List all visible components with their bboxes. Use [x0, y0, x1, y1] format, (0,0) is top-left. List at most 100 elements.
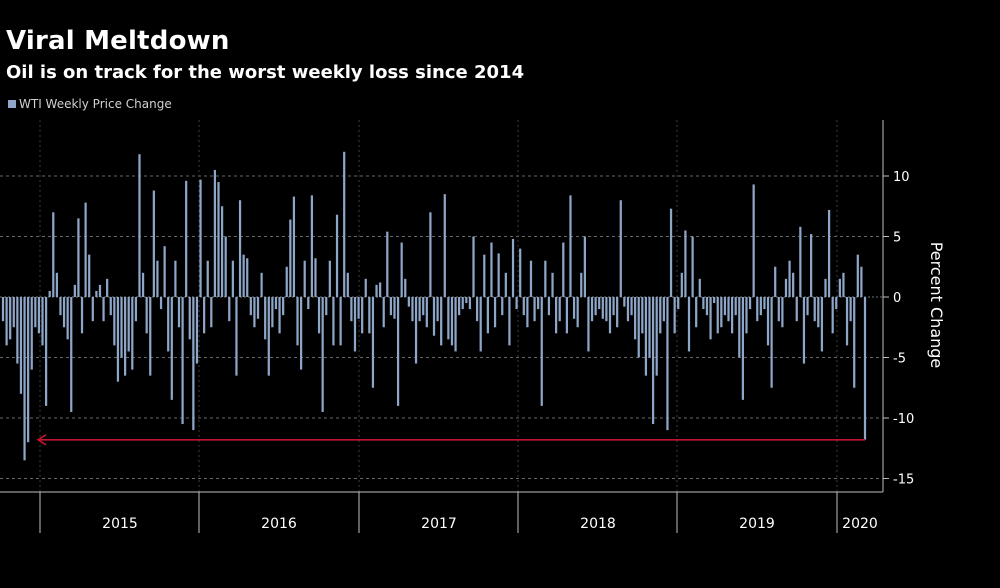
bar-108 [389, 297, 393, 316]
bar-14 [52, 212, 55, 297]
bar-57 [206, 260, 209, 297]
x-tick-label-3: 2018 [580, 516, 616, 532]
bar-228 [820, 297, 824, 352]
bar-113 [407, 297, 410, 307]
bar-204 [734, 297, 737, 316]
bar-101 [364, 278, 367, 297]
bar-237 [853, 297, 856, 388]
bar-196 [705, 297, 709, 316]
bar-231 [831, 297, 834, 334]
bar-44 [159, 297, 163, 310]
bar-125 [450, 297, 454, 346]
bar-45 [163, 246, 166, 297]
bar-134 [483, 254, 486, 297]
bar-75 [271, 297, 274, 328]
bar-86 [310, 195, 313, 297]
bar-96 [346, 272, 349, 297]
bar-143 [515, 297, 518, 310]
bar-78 [282, 297, 285, 316]
bar-218 [784, 278, 788, 297]
bar-172 [619, 200, 622, 297]
bar-128 [461, 297, 464, 310]
bar-21 [77, 218, 80, 297]
bar-0 [1, 297, 5, 322]
y-tick-label-2: 0 [893, 291, 901, 306]
bar-185 [666, 297, 669, 431]
bar-216 [777, 297, 780, 322]
bar-131 [472, 236, 475, 297]
bar-188 [677, 297, 680, 310]
bar-221 [795, 297, 798, 322]
bar-162 [583, 236, 586, 297]
bar-28 [102, 297, 105, 322]
bar-182 [655, 297, 658, 376]
x-tick-label-1: 2016 [261, 516, 297, 532]
bar-27 [98, 284, 102, 297]
bar-154 [555, 297, 558, 334]
bar-17 [62, 297, 66, 328]
bar-49 [177, 297, 181, 328]
bar-184 [662, 297, 665, 322]
bar-42 [152, 190, 155, 297]
bar-109 [393, 297, 396, 319]
bar-60 [217, 182, 220, 297]
bar-74 [267, 297, 270, 376]
bar-83 [299, 297, 303, 370]
bar-217 [781, 297, 784, 328]
bar-8 [30, 297, 33, 370]
bar-80 [289, 219, 292, 297]
bar-183 [659, 297, 662, 334]
bar-33 [120, 297, 123, 358]
bar-103 [371, 297, 375, 388]
bar-160 [576, 297, 579, 328]
y-tick-label-3: -5 [893, 352, 906, 367]
bar-181 [651, 297, 655, 425]
bar-142 [511, 238, 515, 297]
bar-61 [220, 206, 224, 297]
bar-79 [285, 266, 288, 297]
bar-55 [199, 179, 202, 297]
bar-227 [817, 297, 820, 328]
bar-236 [849, 297, 852, 322]
bar-233 [838, 278, 841, 297]
bar-165 [594, 297, 597, 316]
bar-194 [698, 278, 701, 297]
bar-84 [303, 260, 306, 297]
bar-64 [231, 260, 234, 297]
bar-225 [810, 234, 813, 297]
bar-94 [339, 297, 342, 346]
bar-91 [328, 260, 331, 297]
bar-3 [12, 297, 15, 328]
bar-132 [475, 297, 479, 322]
bar-58 [210, 297, 213, 328]
bar-22 [80, 297, 84, 334]
bar-66 [238, 200, 242, 297]
bar-192 [691, 236, 694, 297]
bar-170 [612, 297, 615, 316]
bar-16 [59, 297, 62, 316]
bar-19 [70, 297, 73, 412]
bar-68 [246, 258, 249, 297]
bar-85 [307, 297, 310, 310]
bar-151 [544, 260, 547, 297]
bar-193 [695, 297, 698, 328]
bar-127 [458, 297, 461, 316]
bar-26 [95, 290, 98, 297]
bar-34 [124, 297, 127, 376]
bar-177 [637, 297, 640, 358]
bar-214 [770, 297, 773, 388]
bar-98 [353, 297, 357, 352]
bar-62 [224, 236, 227, 297]
bar-82 [296, 297, 299, 346]
bar-161 [580, 272, 583, 297]
bar-18 [66, 297, 69, 340]
bar-169 [608, 297, 612, 334]
bar-209 [752, 184, 755, 297]
bar-13 [48, 290, 51, 297]
bar-95 [343, 151, 346, 297]
bar-205 [738, 297, 741, 358]
bar-99 [357, 297, 360, 319]
bar-230 [827, 209, 831, 297]
bar-6 [23, 297, 26, 461]
